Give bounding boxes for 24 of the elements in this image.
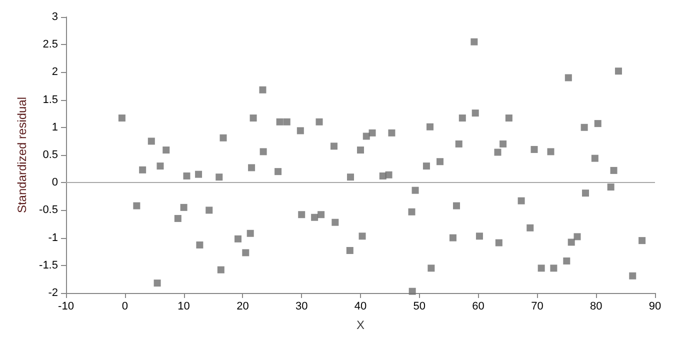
- y-tick-label: -2: [48, 287, 58, 299]
- y-tick-label: 0: [52, 176, 58, 189]
- x-tick-label: -10: [58, 300, 74, 312]
- y-tick-label: -1: [48, 232, 58, 244]
- x-tick-label: 60: [472, 300, 484, 312]
- y-tick-label: 0.5: [42, 149, 58, 161]
- y-tick-label: 2: [52, 66, 58, 78]
- x-tick-label: 90: [648, 300, 662, 312]
- x-tick-label: 50: [413, 300, 426, 312]
- y-tick-label: -1.5: [39, 259, 58, 272]
- x-tick-label: 30: [295, 300, 308, 312]
- y-tick-label: 2.5: [42, 38, 58, 51]
- x-tick-label: 0: [122, 300, 128, 312]
- y-tick-label: -0.5: [39, 204, 58, 216]
- x-axis-title: X: [356, 318, 365, 332]
- x-tick-label: 20: [236, 300, 249, 312]
- y-tick-label: 1.5: [42, 94, 58, 106]
- x-tick-label: 70: [531, 300, 544, 312]
- y-axis-title: Standardized residual: [15, 96, 29, 214]
- y-tick-label: 3: [52, 11, 58, 23]
- x-tick-label: 80: [590, 300, 602, 312]
- x-tick-label: 40: [354, 300, 367, 312]
- y-tick-label: 1: [52, 121, 58, 134]
- x-tick-label: 10: [178, 300, 190, 312]
